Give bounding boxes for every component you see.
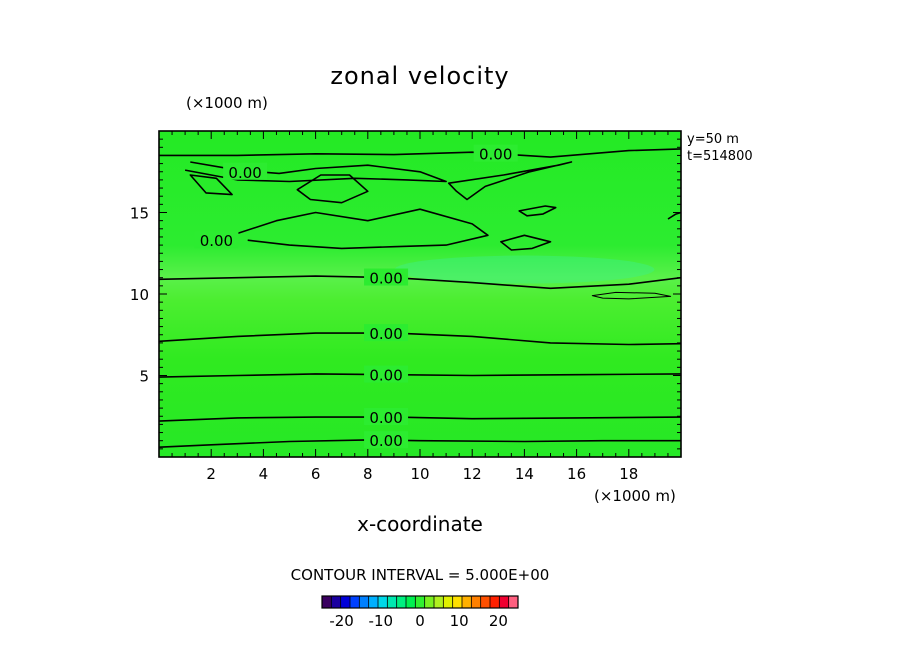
time-info: t=514800 (687, 149, 753, 164)
contour-line (591, 291, 672, 300)
contour-label: 0.00 (479, 146, 512, 164)
colorbar-swatch (434, 596, 444, 608)
colorbar-swatch (322, 596, 332, 608)
colorbar-swatch (406, 596, 416, 608)
y-tick-label: 10 (130, 286, 149, 304)
x-tick-label: 12 (463, 465, 482, 483)
x-tick-label: 4 (259, 465, 269, 483)
contour-line (296, 174, 369, 204)
contour-label-bg (473, 144, 518, 162)
contour-label-bg (194, 231, 239, 249)
contour-line (158, 275, 682, 290)
y-tick-label: 5 (139, 368, 149, 386)
contour-line (189, 174, 233, 196)
contour-line (447, 161, 573, 201)
colorbar-tick-label: -10 (369, 612, 394, 630)
colorbar-swatch (331, 596, 341, 608)
contour-line (158, 332, 682, 346)
colorbar-swatch (415, 596, 425, 608)
contour-label: 0.00 (369, 270, 402, 288)
contour-label-bg (223, 162, 268, 180)
colorbar-swatch (471, 596, 481, 608)
x-axis-unit: (×1000 m) (594, 487, 676, 505)
x-tick-label: 16 (567, 465, 586, 483)
colorbar-swatch (350, 596, 360, 608)
x-tick-label: 8 (363, 465, 373, 483)
colorbar-tick-label: 10 (450, 612, 469, 630)
x-tick-label: 2 (206, 465, 216, 483)
field-highlight (394, 255, 655, 284)
colorbar-swatch (452, 596, 463, 608)
contour-interval: CONTOUR INTERVAL = 5.000E+00 (290, 566, 550, 584)
colorbar-swatch (424, 596, 435, 608)
contour-label-bg (364, 268, 409, 286)
contour-line (518, 205, 557, 217)
contour-line (667, 211, 682, 220)
x-tick-label: 6 (311, 465, 321, 483)
colorbar-swatch (359, 596, 369, 608)
contour-label: 0.00 (228, 164, 261, 182)
contour-line (159, 148, 682, 158)
x-tick-label: 14 (515, 465, 534, 483)
contour-label-bg (364, 324, 409, 342)
contour-line (226, 208, 489, 250)
colorbar-swatch (490, 596, 500, 608)
colorbar-swatch (396, 596, 407, 608)
colorbar-tick-label: 0 (415, 612, 425, 630)
contour-label-bg (364, 431, 409, 449)
colorbar-swatch (443, 596, 453, 608)
y-tick-label: 15 (130, 205, 149, 223)
colorbar-swatch (480, 596, 491, 608)
contour-label: 0.00 (369, 367, 402, 385)
colorbar-tick-label: 20 (489, 612, 508, 630)
contour-label: 0.00 (369, 325, 402, 343)
colorbar-swatch (340, 596, 351, 608)
colorbar-swatch (378, 596, 388, 608)
field-fill (159, 131, 681, 457)
colorbar-swatch (499, 596, 509, 608)
colorbar-tick-label: -20 (329, 612, 354, 630)
colorbar-swatch (462, 596, 472, 608)
colorbar-swatch (508, 596, 519, 608)
contour-label-bg (364, 408, 409, 426)
x-axis-label: x-coordinate (357, 512, 483, 536)
depth-info: y=50 m (687, 132, 739, 147)
contour-label: 0.00 (200, 232, 233, 250)
contour-label: 0.00 (369, 409, 402, 427)
contour-label-bg (364, 365, 409, 383)
y-axis-unit: (×1000 m) (186, 94, 268, 112)
colorbar-swatch (368, 596, 379, 608)
contour-label: 0.00 (369, 432, 402, 450)
contour-line (184, 161, 447, 183)
x-tick-label: 10 (410, 465, 429, 483)
colorbar-swatch (387, 596, 397, 608)
contour-line (500, 234, 552, 251)
colorbar-frame (321, 595, 519, 609)
x-tick-label: 18 (619, 465, 638, 483)
chart-title: zonal velocity (330, 62, 510, 90)
contour-lines: 0.00 0.00 0.00 0.00 0.00 0.00 0.00 0.00 (158, 144, 682, 450)
